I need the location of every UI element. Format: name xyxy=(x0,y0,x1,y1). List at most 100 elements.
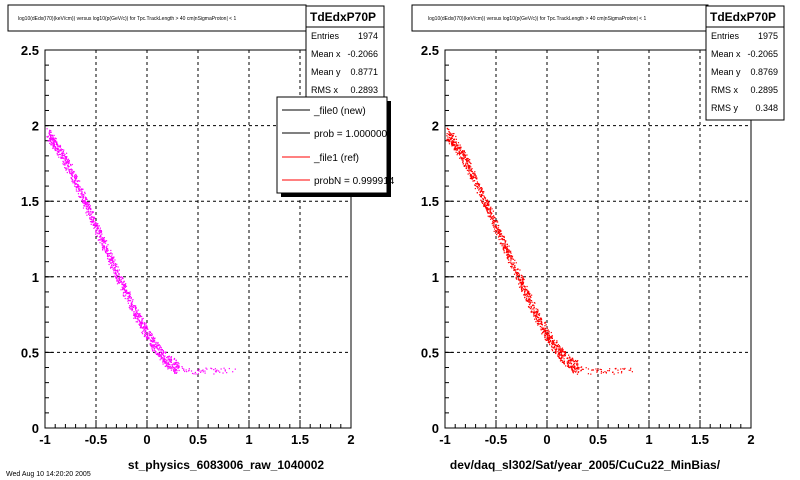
left-data-point xyxy=(171,364,174,366)
left-data-point xyxy=(202,371,204,373)
left-data-point xyxy=(103,237,105,239)
left-data-point xyxy=(114,268,116,271)
right-data-point xyxy=(605,372,608,374)
right-data-point xyxy=(548,341,550,344)
left-ytick-label: 2.5 xyxy=(21,43,39,58)
left-data-point xyxy=(57,149,59,151)
left-data-point xyxy=(96,229,98,231)
right-data-point xyxy=(612,371,614,373)
left-data-point xyxy=(173,363,175,365)
left-data-point xyxy=(117,281,120,284)
right-data-point xyxy=(504,241,506,243)
right-data-point xyxy=(573,367,576,370)
left-data-point xyxy=(216,369,218,371)
left-data-point xyxy=(135,316,137,318)
left-data-point xyxy=(97,222,99,225)
right-data-point xyxy=(489,215,491,218)
right-plot-area[interactable]: -1 -0.5 0 0.5 1 1.5 200.511.522.5 xyxy=(421,43,755,447)
right-data-point xyxy=(477,184,480,186)
left-data-point xyxy=(174,369,176,371)
left-data-point xyxy=(114,259,116,261)
right-data-point xyxy=(469,168,471,170)
left-data-point xyxy=(131,303,133,306)
left-xlabel: st_physics_6083006_raw_1040002 xyxy=(128,458,324,472)
right-data-point xyxy=(461,150,463,153)
left-data-point xyxy=(60,157,62,160)
left-data-point xyxy=(63,152,65,154)
right-data-point xyxy=(508,250,510,252)
right-data-point xyxy=(510,255,512,257)
right-data-point xyxy=(530,310,533,312)
left-data-point xyxy=(92,219,94,222)
left-data-point xyxy=(161,358,163,360)
right-data-point xyxy=(475,185,477,187)
right-data-point xyxy=(470,176,472,179)
left-data-point xyxy=(50,143,52,145)
left-data-point xyxy=(113,256,115,258)
left-data-point xyxy=(141,327,143,329)
right-data-point xyxy=(564,352,566,354)
right-data-point xyxy=(487,212,489,214)
left-data-point xyxy=(139,314,141,316)
left-data-point xyxy=(195,373,197,375)
left-data-point xyxy=(67,158,69,160)
left-data-point xyxy=(139,315,141,318)
right-data-point xyxy=(482,191,484,194)
right-data-point xyxy=(551,350,554,352)
left-data-point xyxy=(96,227,98,229)
left-data-point xyxy=(68,161,70,163)
left-data-point xyxy=(113,272,115,274)
left-data-point xyxy=(197,369,199,371)
right-data-point xyxy=(465,162,467,164)
left-data-point xyxy=(115,272,117,274)
right-data-point xyxy=(524,286,526,288)
left-data-point xyxy=(81,192,83,195)
right-data-point xyxy=(462,154,464,156)
right-data-point xyxy=(537,319,539,321)
left-data-point xyxy=(88,208,90,210)
left-data-point xyxy=(170,366,172,368)
right-data-point xyxy=(537,322,540,324)
left-data-point xyxy=(156,344,158,346)
right-data-point xyxy=(452,135,454,138)
left-data-point xyxy=(115,270,117,272)
left-data-point xyxy=(118,278,121,280)
right-data-point xyxy=(604,371,606,373)
left-data-point xyxy=(55,149,57,152)
right-data-point xyxy=(449,133,451,135)
left-data-point xyxy=(120,279,122,281)
left-data-point xyxy=(65,157,67,159)
left-data-point xyxy=(97,239,99,241)
right-data-point xyxy=(553,343,555,345)
left-data-point xyxy=(121,286,123,288)
right-data-point xyxy=(557,352,560,355)
right-data-point xyxy=(528,292,530,294)
right-data-point xyxy=(525,293,527,295)
right-data-point xyxy=(524,286,526,288)
left-data-point xyxy=(101,243,103,245)
right-data-point xyxy=(446,138,448,141)
left-data-point xyxy=(134,314,137,316)
right-data-point xyxy=(555,351,557,353)
left-data-point xyxy=(80,189,82,191)
right-stat-label-2: Mean y xyxy=(711,67,741,77)
right-data-point xyxy=(541,326,543,328)
right-data-point xyxy=(536,316,539,318)
right-data-point xyxy=(507,254,509,256)
right-data-point xyxy=(548,334,551,336)
right-data-point xyxy=(494,219,496,222)
left-data-point xyxy=(114,263,117,265)
left-data-point xyxy=(122,294,124,296)
right-data-point xyxy=(575,368,577,370)
right-data-point xyxy=(628,369,630,371)
left-data-point xyxy=(152,336,154,338)
left-data-point xyxy=(87,211,89,213)
right-data-point xyxy=(565,365,567,367)
left-data-point xyxy=(83,204,85,207)
right-data-point xyxy=(499,235,501,238)
right-data-point xyxy=(469,164,471,167)
left-panel: log10(dEdx(I70)(keV/cm)) versus log10(p(… xyxy=(7,4,395,472)
left-data-point xyxy=(112,257,114,260)
left-data-point xyxy=(56,147,58,149)
right-data-point xyxy=(454,148,456,150)
